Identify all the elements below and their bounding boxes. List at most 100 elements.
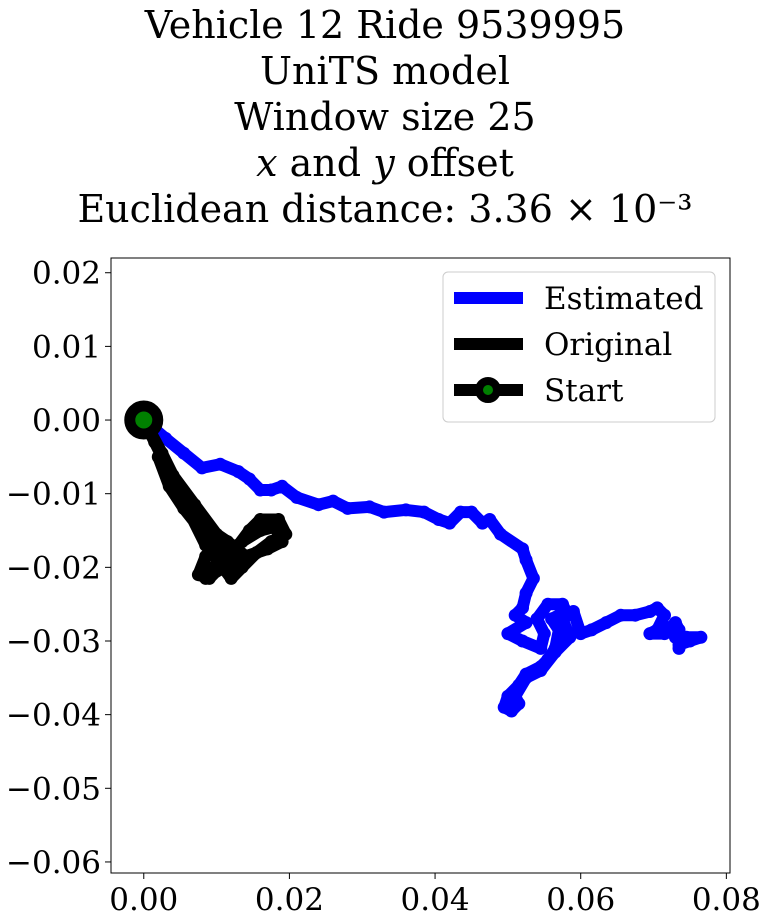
data-point-original	[239, 549, 253, 563]
y-tick-label: −0.01	[6, 477, 101, 513]
legend-start-marker	[475, 377, 501, 403]
y-tick-label: −0.05	[6, 771, 101, 807]
plot-frame	[110, 257, 731, 874]
y-tick-label: −0.06	[6, 845, 101, 881]
data-point-estimated	[643, 627, 657, 641]
data-point-estimated	[483, 513, 497, 526]
data-point-estimated	[443, 516, 457, 530]
data-point-original	[250, 546, 264, 560]
data-point-estimated	[363, 500, 376, 514]
data-point-original	[217, 560, 231, 574]
data-point-original	[253, 513, 267, 526]
data-point-estimated	[465, 505, 478, 519]
data-point-original	[261, 542, 275, 556]
data-point-original	[275, 535, 289, 549]
title-line-1: Vehicle 12 Ride 9539995	[144, 3, 626, 47]
data-point-original	[253, 524, 267, 537]
data-point-estimated	[683, 634, 697, 648]
x-tick-label: 0.06	[546, 882, 615, 918]
data-point-original	[224, 571, 238, 585]
data-point-estimated	[508, 689, 522, 703]
data-point-estimated	[231, 465, 245, 479]
data-point-estimated	[519, 553, 533, 567]
data-point-original	[228, 553, 242, 567]
data-point-original	[268, 520, 282, 534]
start-marker	[124, 400, 164, 440]
data-point-estimated	[628, 608, 642, 622]
data-point-estimated	[599, 616, 613, 630]
data-point-estimated	[326, 494, 340, 508]
data-point-estimated	[537, 627, 551, 641]
data-point-original	[199, 571, 213, 585]
y-tick-label: −0.04	[6, 698, 101, 734]
data-point-estimated	[534, 664, 548, 677]
x-tick-label: 0.04	[401, 882, 470, 918]
data-point-original	[162, 479, 176, 493]
title-line-3: Window size 25	[234, 95, 536, 139]
data-point-original	[188, 498, 202, 512]
y-tick-label: 0.00	[32, 403, 101, 439]
data-point-estimated	[552, 623, 566, 637]
legend-label-original: Original	[544, 327, 672, 363]
data-point-estimated	[275, 479, 289, 493]
data-point-estimated	[530, 612, 544, 626]
data-point-estimated	[526, 571, 540, 585]
data-point-estimated	[658, 608, 671, 622]
data-point-estimated	[556, 612, 569, 626]
data-point-estimated	[213, 457, 227, 471]
x-tick-label: 0.02	[255, 882, 324, 918]
data-point-estimated	[566, 605, 580, 618]
data-point-original	[177, 501, 191, 515]
data-point-estimated	[541, 597, 555, 611]
data-point-original	[173, 483, 187, 497]
data-point-estimated	[694, 630, 708, 644]
data-point-estimated	[545, 612, 559, 626]
data-point-estimated	[290, 490, 304, 504]
legend-label-start: Start	[544, 373, 624, 409]
data-point-estimated	[432, 513, 446, 526]
x-tick-label: 0.08	[692, 882, 761, 918]
x-axis: 0.00 0.02 0.04 0.06 0.08	[109, 873, 761, 918]
y-tick-label: 0.01	[32, 329, 101, 365]
data-point-estimated	[264, 483, 278, 497]
data-point-estimated	[516, 542, 529, 556]
data-point-estimated	[508, 608, 522, 622]
chart-title: Vehicle 12 Ride 9539995 UniTS model Wind…	[0, 0, 770, 232]
data-point-estimated	[399, 503, 413, 517]
data-point-estimated	[501, 627, 515, 641]
data-point-estimated	[585, 623, 599, 637]
data-point-original	[191, 513, 205, 526]
title-line-2: UniTS model	[260, 49, 510, 93]
data-point-original	[155, 446, 169, 460]
data-point-estimated	[519, 586, 533, 600]
data-point-estimated	[519, 616, 533, 630]
data-point-estimated	[494, 527, 508, 541]
series-layer	[124, 400, 708, 718]
data-point-estimated	[312, 498, 325, 512]
y-tick-label: −0.03	[6, 624, 101, 660]
data-point-estimated	[534, 641, 548, 655]
data-point-estimated	[454, 505, 468, 519]
title-line-5: Euclidean distance: 3.36 × 10⁻³	[77, 187, 693, 231]
data-point-estimated	[242, 472, 256, 486]
data-point-estimated	[574, 627, 588, 641]
data-point-estimated	[658, 627, 671, 641]
legend-label-estimated: Estimated	[544, 281, 703, 317]
data-point-estimated	[519, 671, 533, 685]
data-point-estimated	[377, 505, 391, 519]
y-tick-label: −0.02	[6, 550, 101, 586]
data-point-estimated	[253, 483, 267, 497]
data-point-estimated	[341, 501, 355, 515]
data-point-original	[242, 524, 256, 537]
y-tick-label: 0.02	[32, 256, 101, 292]
data-point-estimated	[563, 630, 577, 644]
data-point-original	[206, 560, 220, 574]
data-point-estimated	[195, 461, 209, 475]
data-point-estimated	[516, 634, 529, 648]
data-point-original	[202, 535, 216, 549]
data-point-original	[166, 468, 180, 482]
x-tick-label: 0.00	[109, 882, 178, 918]
y-axis: 0.02 0.01 0.00 −0.01 −0.02 −0.03 −0.04 −0.05 −0.…	[6, 256, 111, 881]
data-point-original	[213, 542, 227, 556]
